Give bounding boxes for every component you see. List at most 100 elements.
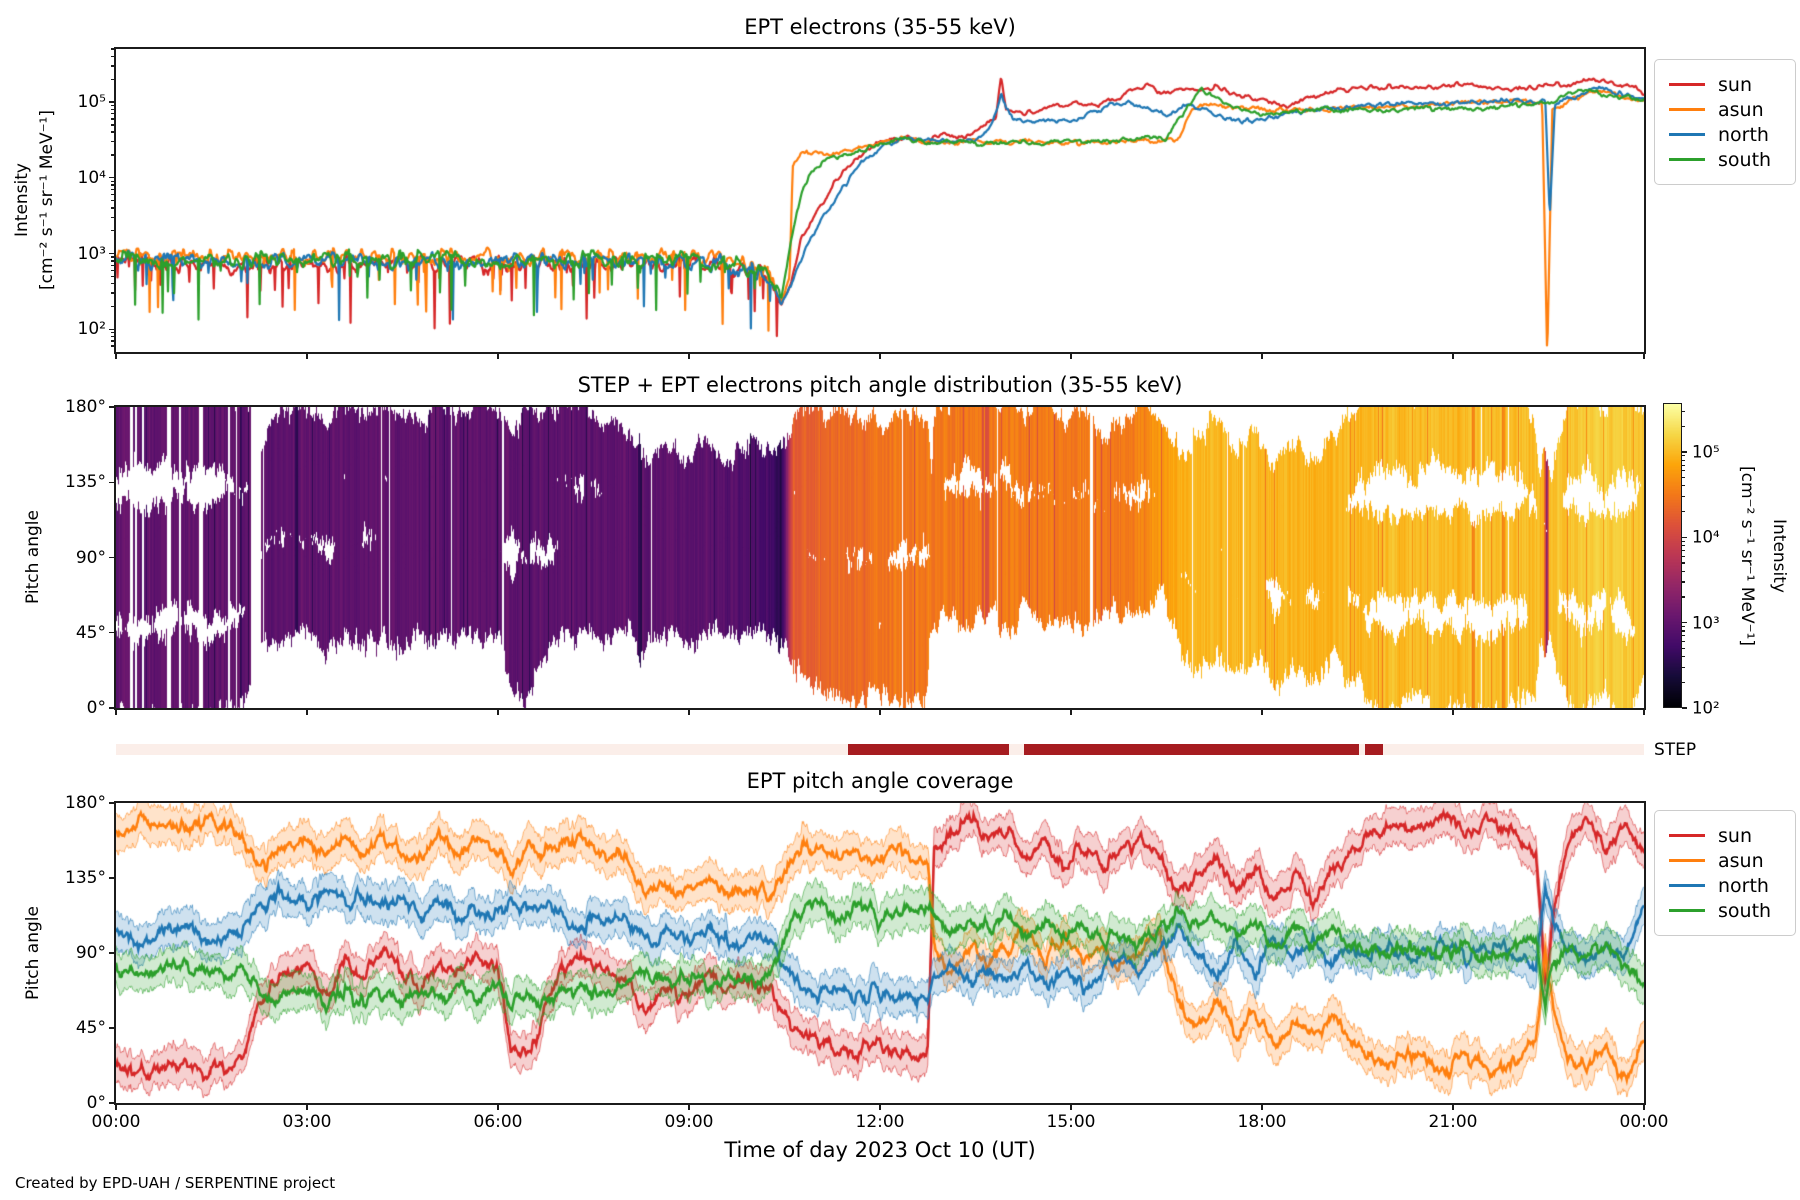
- colorbar-minor-tick: [1682, 630, 1685, 632]
- colorbar-minor-tick: [1682, 511, 1685, 513]
- axis-tick: [306, 354, 308, 359]
- axis-tick: [111, 260, 114, 262]
- xtick-label: 18:00: [1237, 1112, 1287, 1132]
- axis-tick: [111, 65, 114, 67]
- legend-line-sun: [1669, 833, 1705, 838]
- axis-tick: [111, 199, 114, 202]
- colorbar-canvas: [1664, 404, 1681, 707]
- axis-tick: [306, 1105, 308, 1110]
- legend-label-south: south: [1718, 148, 1772, 171]
- panel2-ylabel: Pitch angle: [23, 510, 43, 604]
- step-active-segment: [1023, 744, 1359, 755]
- p2-ytick-label: 45°: [75, 622, 106, 643]
- axis-tick: [497, 710, 499, 715]
- xtick-label: 15:00: [1046, 1112, 1096, 1132]
- axis-tick: [109, 328, 114, 330]
- colorbar-tick-label: 10²: [1692, 698, 1720, 718]
- colorbar-minor-tick: [1682, 477, 1685, 479]
- axis-tick: [115, 710, 117, 715]
- pitch-angle-coverage-plot: [114, 801, 1646, 1105]
- p1-ytick-label: 10⁴: [77, 167, 106, 188]
- legend-item-sun: sun: [1669, 72, 1781, 97]
- panel1-legend: sun asun north south: [1654, 59, 1796, 185]
- p3-ytick-label: 45°: [75, 1018, 106, 1038]
- xaxis-label: Time of day 2023 Oct 10 (UT): [724, 1138, 1036, 1162]
- xtick-label: 12:00: [855, 1112, 905, 1132]
- axis-tick: [111, 207, 114, 209]
- legend-line-asun: [1669, 858, 1705, 863]
- axis-tick: [111, 269, 114, 272]
- axis-tick: [1452, 710, 1454, 715]
- p2-ytick-label: 0°: [86, 698, 106, 718]
- colorbar-tick: [1682, 707, 1687, 709]
- colorbar-minor-tick: [1682, 495, 1685, 498]
- pitch-angle-distribution-canvas: [116, 407, 1644, 708]
- axis-tick: [1643, 354, 1645, 359]
- legend-label-north: north: [1718, 874, 1769, 897]
- axis-tick: [306, 710, 308, 715]
- axis-tick: [109, 802, 114, 804]
- pitch-angle-distribution-plot: [114, 405, 1646, 710]
- colorbar-tick: [1682, 621, 1687, 624]
- legend-line-south: [1669, 157, 1705, 162]
- axis-tick: [879, 710, 881, 715]
- axis-tick: [111, 335, 114, 338]
- axis-tick: [497, 354, 499, 359]
- colorbar-tick: [1682, 536, 1687, 538]
- axis-tick: [1452, 354, 1454, 359]
- legend-item-south: south: [1669, 147, 1781, 172]
- axis-tick: [109, 252, 114, 255]
- axis-tick: [111, 118, 114, 120]
- axis-tick: [109, 101, 114, 103]
- step-bar-label: STEP: [1654, 740, 1697, 760]
- colorbar-minor-tick: [1682, 581, 1685, 583]
- axis-tick: [879, 354, 881, 359]
- axis-tick: [111, 345, 114, 347]
- axis-tick: [111, 154, 114, 156]
- axis-tick: [111, 180, 114, 182]
- colorbar-minor-tick: [1682, 544, 1685, 547]
- axis-tick: [109, 877, 114, 879]
- axis-tick: [111, 124, 114, 126]
- legend-item-asun: asun: [1669, 97, 1781, 122]
- panel1-ylabel-unit: [cm⁻² s⁻¹ sr⁻¹ MeV⁻¹]: [37, 110, 57, 290]
- axis-tick: [1070, 1105, 1072, 1110]
- axis-tick: [111, 292, 114, 294]
- colorbar-minor-tick: [1682, 647, 1685, 649]
- axis-tick: [109, 1102, 114, 1104]
- pitch-angle-coverage-canvas: [116, 803, 1644, 1103]
- colorbar-minor-tick: [1682, 625, 1685, 628]
- axis-tick: [111, 340, 114, 342]
- axis-tick: [1070, 354, 1072, 359]
- xtick-label: 03:00: [282, 1112, 332, 1132]
- legend-item-sun: sun: [1669, 823, 1781, 848]
- colorbar-minor-tick: [1682, 485, 1685, 487]
- axis-tick: [111, 113, 114, 115]
- colorbar-minor-tick: [1682, 570, 1685, 572]
- axis-tick: [1643, 710, 1645, 715]
- p2-ytick-label: 180°: [65, 397, 106, 417]
- axis-tick: [109, 707, 114, 709]
- axis-tick: [111, 305, 114, 308]
- axis-tick: [1261, 354, 1263, 359]
- axis-tick: [111, 184, 114, 186]
- ept-electrons-plot: [114, 47, 1646, 354]
- p3-ytick-label: 0°: [86, 1093, 106, 1113]
- step-availability-bar: [116, 744, 1644, 755]
- axis-tick: [111, 55, 114, 58]
- colorbar-minor-tick: [1682, 459, 1685, 461]
- legend-label-asun: asun: [1718, 849, 1764, 872]
- axis-tick: [111, 264, 114, 266]
- figure-footer: Created by EPD-UAH / SERPENTINE project: [15, 1174, 336, 1192]
- legend-item-asun: asun: [1669, 848, 1781, 873]
- colorbar-minor-tick: [1682, 555, 1685, 557]
- step-active-segment: [1365, 744, 1383, 755]
- p3-ytick-label: 135°: [65, 868, 106, 888]
- p1-ytick-label: 10²: [77, 319, 106, 340]
- xtick-label: 21:00: [1428, 1112, 1478, 1132]
- axis-tick: [111, 131, 114, 133]
- axis-tick: [111, 193, 114, 196]
- axis-tick: [111, 216, 114, 219]
- axis-tick: [1070, 710, 1072, 715]
